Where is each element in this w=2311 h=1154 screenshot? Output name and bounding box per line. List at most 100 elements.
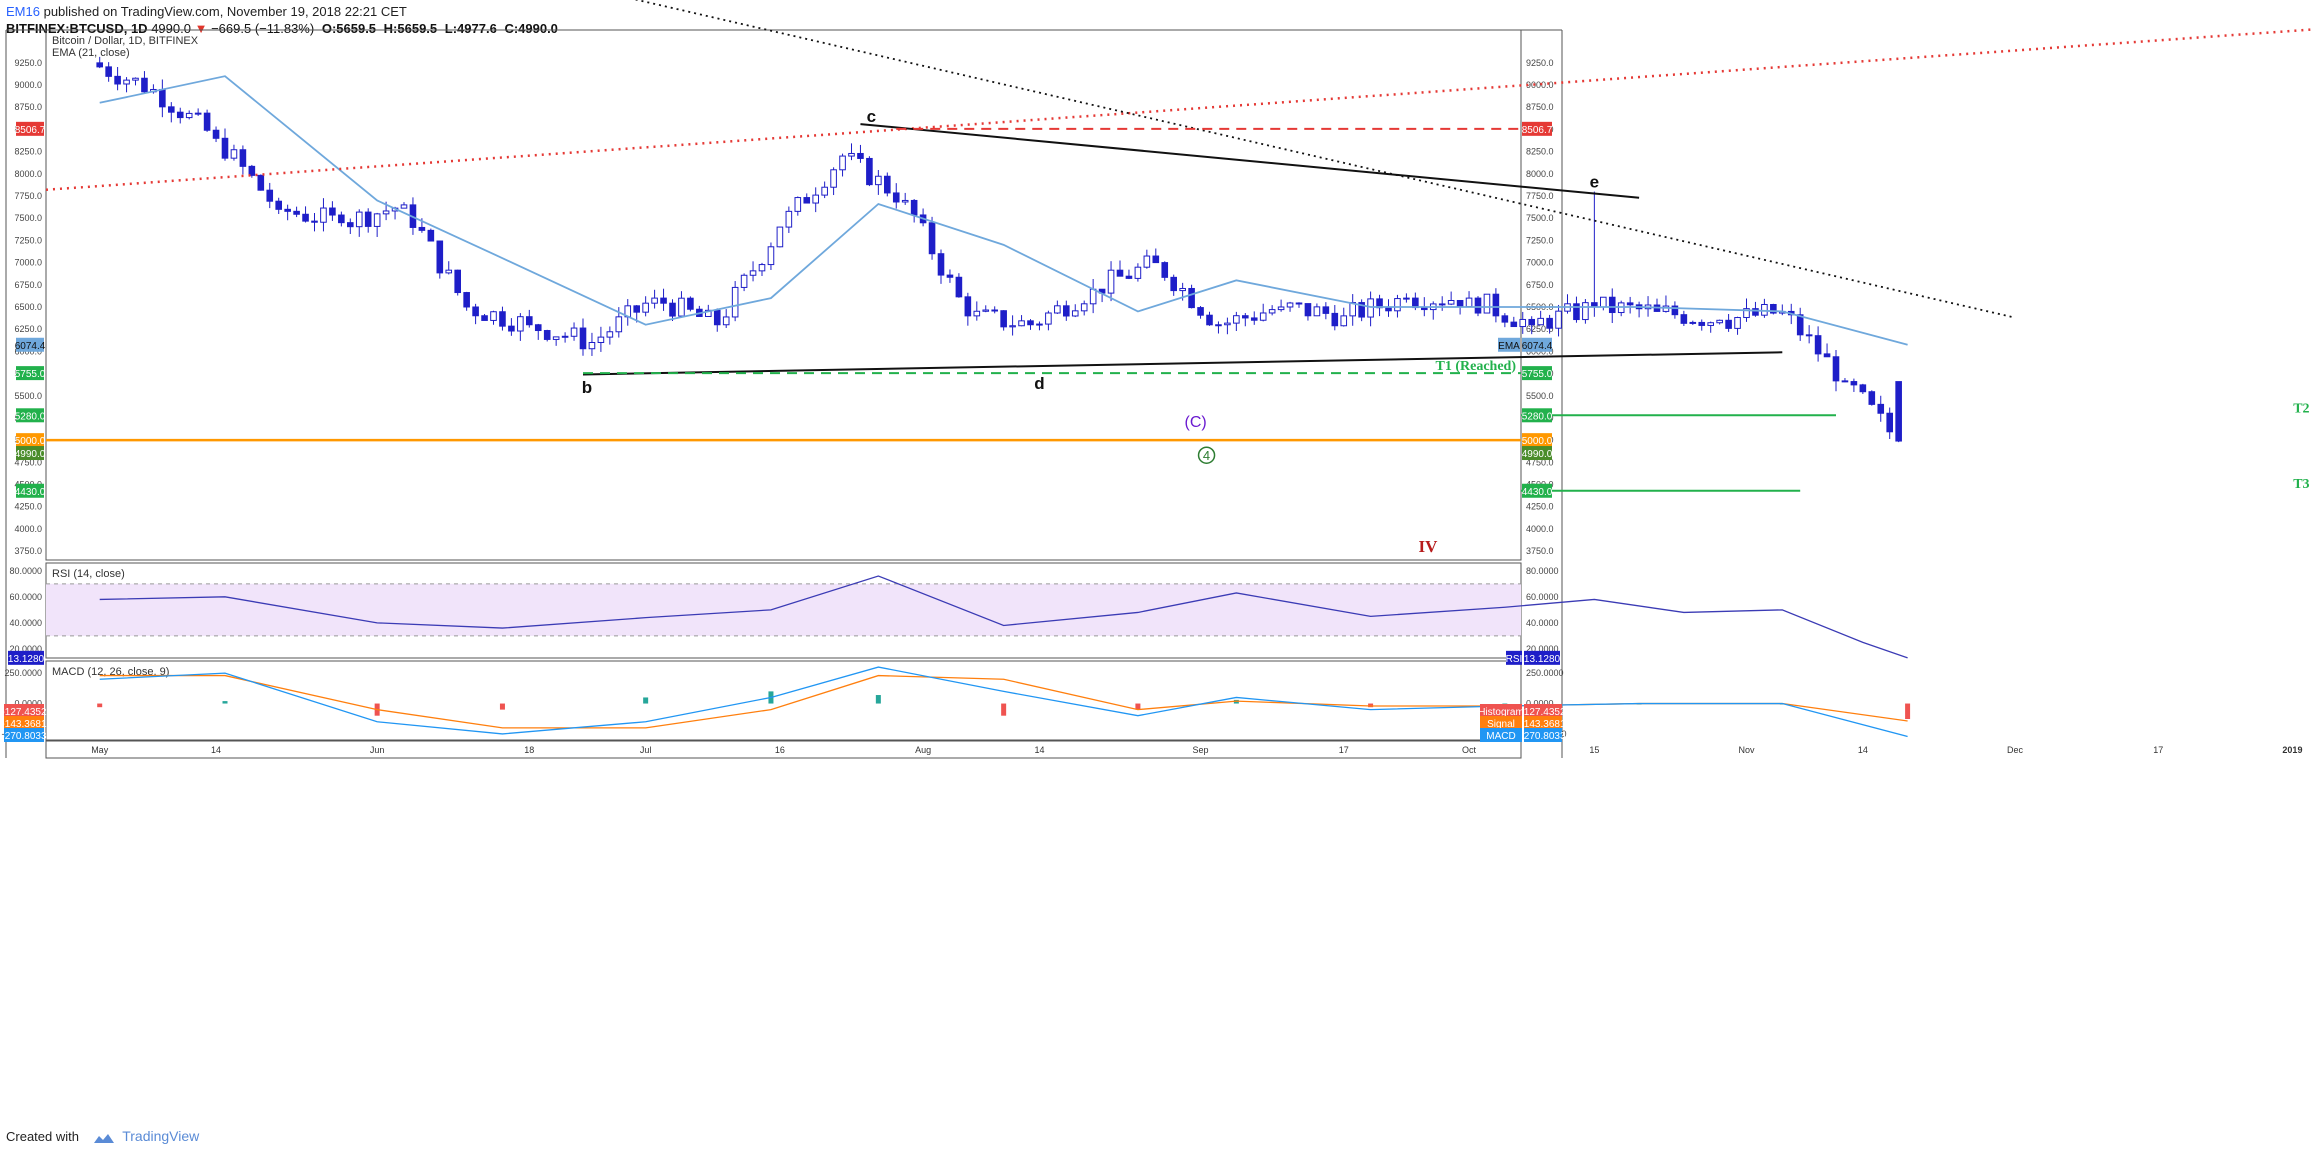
candle-body [1528,318,1536,326]
rsi-name-tag: RSI [1506,654,1523,665]
macd-histogram-bar [499,703,505,710]
candle-body [1582,302,1589,321]
candle-body [1698,321,1706,326]
candle-body [436,240,444,274]
candle-body [633,305,641,313]
macd-tag-right-signal: -143.3681 [1520,719,1565,730]
candle-body [1107,269,1115,294]
candles-group [96,56,1902,443]
symbol-name[interactable]: BITFINEX:BTCUSD, 1D [6,21,148,36]
macd-histogram-bar [222,701,228,704]
candle-body [1743,308,1750,319]
target-t1-label: T1 (Reached) [1436,359,1517,374]
chart-canvas[interactable]: 3750.0 3750.0 4000.0 4000.0 4250.0 4250.0 4 500… [0,0,2311,1120]
candle-body [955,276,963,298]
candle-body [1859,384,1867,393]
y-tick-right: 9000.0 [1526,80,1554,90]
tag-5755-right-bg [1522,366,1552,381]
rsi-y-tick-left: 80.0000 [9,566,42,576]
candle-body [1268,309,1276,314]
candle-body [678,297,685,317]
candle-body [1331,312,1339,327]
candle-body [534,324,542,332]
macd-histogram-bar [1001,703,1007,716]
candle-body [964,296,972,317]
candle-body [705,309,712,317]
macd-histogram-bar [97,703,103,708]
candle-body [588,341,596,350]
rsi-value-right: 13.1280 [1524,654,1561,665]
candle-body [892,192,900,203]
candle-body [1814,335,1822,355]
price-change: −669.5 (−11.83%) [211,21,315,36]
candle-body [239,149,247,167]
candle-body [1886,412,1894,433]
wave-c-label: c [867,107,876,126]
candle-body [427,229,435,242]
macd-name-signal-bg [1480,716,1522,730]
candle-body [338,214,345,224]
y-tick-left: 7500.0 [14,213,42,223]
candle-body [794,197,802,212]
candle-body [1716,319,1723,324]
ema-line [99,75,1908,346]
candle-body [1340,315,1348,327]
candle-body [785,210,793,228]
candle-body [355,211,363,228]
candle-body [1680,314,1688,324]
macd-name-macd-bg [1480,728,1522,742]
macd-name-histogram-bg [1480,704,1522,718]
chart-header: EM16 published on TradingView.com, Novem… [0,0,2311,40]
candle-body [1770,303,1777,314]
candle-body [1573,303,1580,321]
candle-body [293,210,300,215]
rsi-value-left-bg [8,650,44,665]
candle-body [928,222,936,255]
y-tick-right: 4000.0 [1526,524,1554,534]
candle-body [1555,310,1562,329]
candle-body [776,226,784,248]
target-t3-label: T3 [2293,477,2309,492]
ema-legend: EMA (21, close) [52,47,130,59]
candle-body [1394,298,1401,312]
tag-4990-right-bg [1522,446,1552,461]
rsi-y-tick-right: 40.0000 [1526,618,1559,628]
candle-body [132,77,139,81]
candle-body [364,211,372,227]
candle-body [1707,322,1715,326]
rsi-name-tag-bg [1506,650,1522,665]
candle-body [937,253,945,276]
candle-body [248,165,256,176]
tag-ema-right: 6074.4 [1522,341,1553,352]
candle-body [185,112,193,119]
y-tick-right: 7500.0 [1526,213,1554,223]
candle-body [203,112,211,131]
author-link[interactable]: EM16 [6,4,40,19]
tradingview-logo-icon[interactable] [93,1132,115,1144]
tag-ema-right-bg [1522,337,1552,352]
candle-body [1286,302,1294,308]
y-tick-left: 7250.0 [14,235,42,245]
candle-body [866,157,873,186]
candle-body [1277,306,1285,311]
y-tick-right: 7750.0 [1526,191,1554,201]
candle-body [400,204,408,209]
macd-name-macd: MACD [1486,731,1515,742]
wave-C-label: (C) [1184,414,1206,431]
footer: Created with TradingView [6,1128,199,1144]
candle-body [266,189,274,202]
macd-y-tick-right: 250.0000 [1526,668,1564,678]
candle-body [910,199,918,216]
candle-body [96,62,104,68]
candle-body [221,137,229,159]
macd-y-tick-right: 0.0000 [1526,699,1554,709]
macd-y-tick-left: 0.0000 [14,699,42,709]
candle-body [651,297,658,304]
tradingview-brand[interactable]: TradingView [122,1128,200,1144]
tag-8506-right-bg [1522,121,1552,136]
candle-body [901,199,909,203]
macd-histogram-bar [875,695,881,704]
candle-body [991,309,999,312]
candle-body [1367,298,1374,318]
y-tick-right: 9250.0 [1526,58,1554,68]
